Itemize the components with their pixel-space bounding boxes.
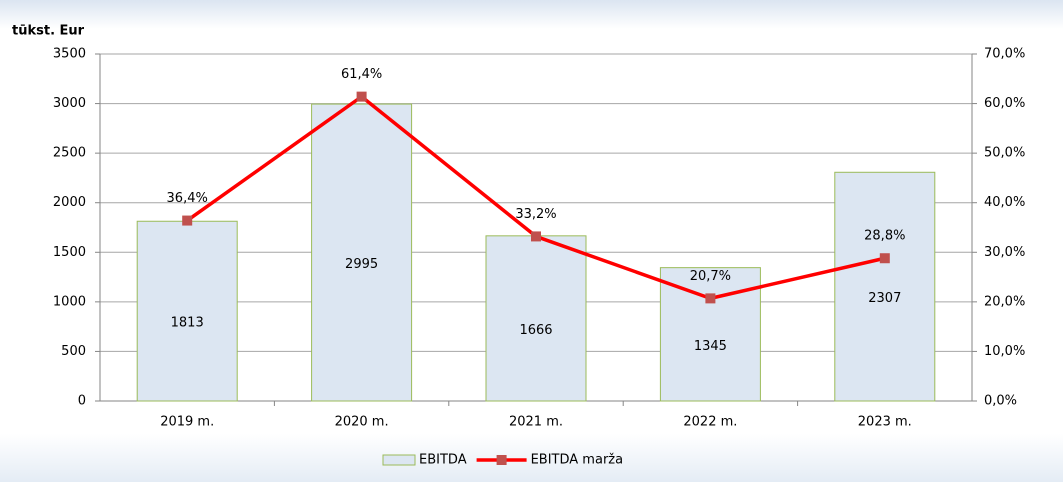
y2-tick-label: 40,0% — [984, 195, 1025, 210]
y-tick-label: 2500 — [53, 146, 86, 161]
bar-value-label: 1666 — [519, 323, 552, 338]
y2-tick-label: 10,0% — [984, 344, 1025, 359]
bar — [834, 171, 936, 402]
y2-tick-label: 70,0% — [984, 47, 1025, 62]
bar-value-label: 1813 — [171, 316, 204, 331]
legend-label: EBITDA — [419, 453, 467, 468]
y-tick-label: 3500 — [53, 47, 86, 62]
line-marker — [879, 253, 890, 264]
bar — [136, 220, 238, 402]
y2-tick-label: 30,0% — [984, 245, 1025, 260]
bar-value-label: 2995 — [345, 257, 378, 272]
legend-marker — [496, 455, 507, 465]
y-tick-label: 1500 — [53, 245, 86, 260]
y2-tick-label: 0,0% — [984, 394, 1017, 409]
y-tick-label: 0 — [78, 394, 86, 409]
y-tick-label: 500 — [61, 344, 86, 359]
x-tick-label: 2020 m. — [335, 415, 389, 430]
bar — [311, 103, 413, 402]
legend-label: EBITDA marža — [531, 453, 623, 468]
line-marker — [356, 91, 367, 102]
bar-value-label: 2307 — [868, 291, 901, 306]
line-value-label: 28,8% — [864, 229, 905, 244]
line-value-label: 33,2% — [515, 207, 556, 222]
x-tick-label: 2019 m. — [160, 415, 214, 430]
bar — [485, 235, 587, 402]
x-tick-label: 2022 m. — [683, 415, 737, 430]
y2-tick-label: 20,0% — [984, 294, 1025, 309]
line-marker — [705, 293, 716, 304]
y-axis-label: tūkst. Eur — [12, 24, 85, 39]
y-tick-label: 3000 — [53, 96, 86, 111]
x-tick-label: 2021 m. — [509, 415, 563, 430]
bar-value-label: 1345 — [694, 339, 727, 354]
y2-tick-label: 60,0% — [984, 96, 1025, 111]
line-marker — [182, 215, 193, 226]
line-value-label: 20,7% — [690, 269, 731, 284]
y-tick-label: 2000 — [53, 195, 86, 210]
line-value-label: 36,4% — [167, 191, 208, 206]
y-tick-label: 1000 — [53, 294, 86, 309]
y2-tick-label: 50,0% — [984, 146, 1025, 161]
line-marker — [531, 231, 541, 242]
x-tick-label: 2023 m. — [858, 415, 912, 430]
legend-swatch — [382, 454, 416, 466]
line-value-label: 61,4% — [341, 67, 382, 82]
